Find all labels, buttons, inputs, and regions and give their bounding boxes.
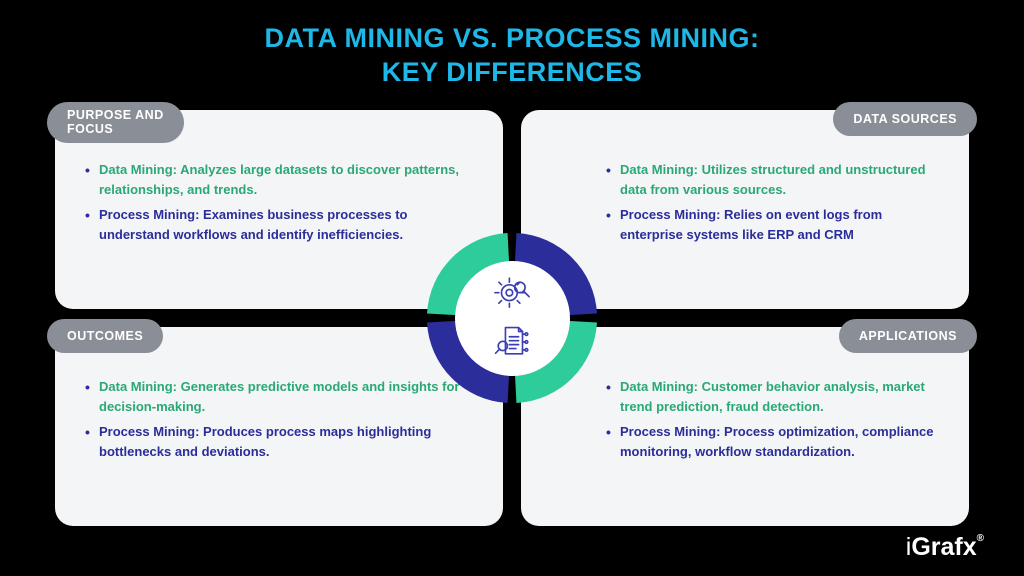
bullet-pm: Process Mining: Relies on event logs fro… bbox=[604, 205, 941, 244]
list-purpose-focus: Data Mining: Analyzes large datasets to … bbox=[83, 160, 475, 244]
bullet-dm: Data Mining: Utilizes structured and uns… bbox=[604, 160, 941, 199]
center-ring bbox=[420, 226, 605, 411]
logo-igrafx: iGrafx® bbox=[906, 533, 984, 562]
bullet-dm: Data Mining: Customer behavior analysis,… bbox=[604, 377, 941, 416]
page-title: DATA MINING VS. PROCESS MINING: KEY DIFF… bbox=[0, 0, 1024, 90]
document-analyze-icon bbox=[491, 321, 533, 363]
badge-outcomes: OUTCOMES bbox=[47, 319, 163, 353]
badge-applications: APPLICATIONS bbox=[839, 319, 977, 353]
title-line-1: DATA MINING VS. PROCESS MINING: bbox=[0, 22, 1024, 56]
title-line-2: KEY DIFFERENCES bbox=[0, 56, 1024, 90]
list-outcomes: Data Mining: Generates predictive models… bbox=[83, 377, 475, 461]
bullet-dm: Data Mining: Generates predictive models… bbox=[83, 377, 475, 416]
bullet-pm: Process Mining: Produces process maps hi… bbox=[83, 422, 475, 461]
bullet-dm: Data Mining: Analyzes large datasets to … bbox=[83, 160, 475, 199]
gear-search-icon bbox=[491, 273, 533, 315]
badge-purpose-focus: PURPOSE AND FOCUS bbox=[47, 102, 184, 143]
bullet-pm: Process Mining: Process optimization, co… bbox=[604, 422, 941, 461]
bullet-pm: Process Mining: Examines business proces… bbox=[83, 205, 475, 244]
list-applications: Data Mining: Customer behavior analysis,… bbox=[549, 377, 941, 461]
center-inner-circle bbox=[455, 261, 570, 376]
list-data-sources: Data Mining: Utilizes structured and uns… bbox=[549, 160, 941, 244]
card-grid: PURPOSE AND FOCUS Data Mining: Analyzes … bbox=[55, 110, 969, 526]
badge-data-sources: DATA SOURCES bbox=[833, 102, 977, 136]
